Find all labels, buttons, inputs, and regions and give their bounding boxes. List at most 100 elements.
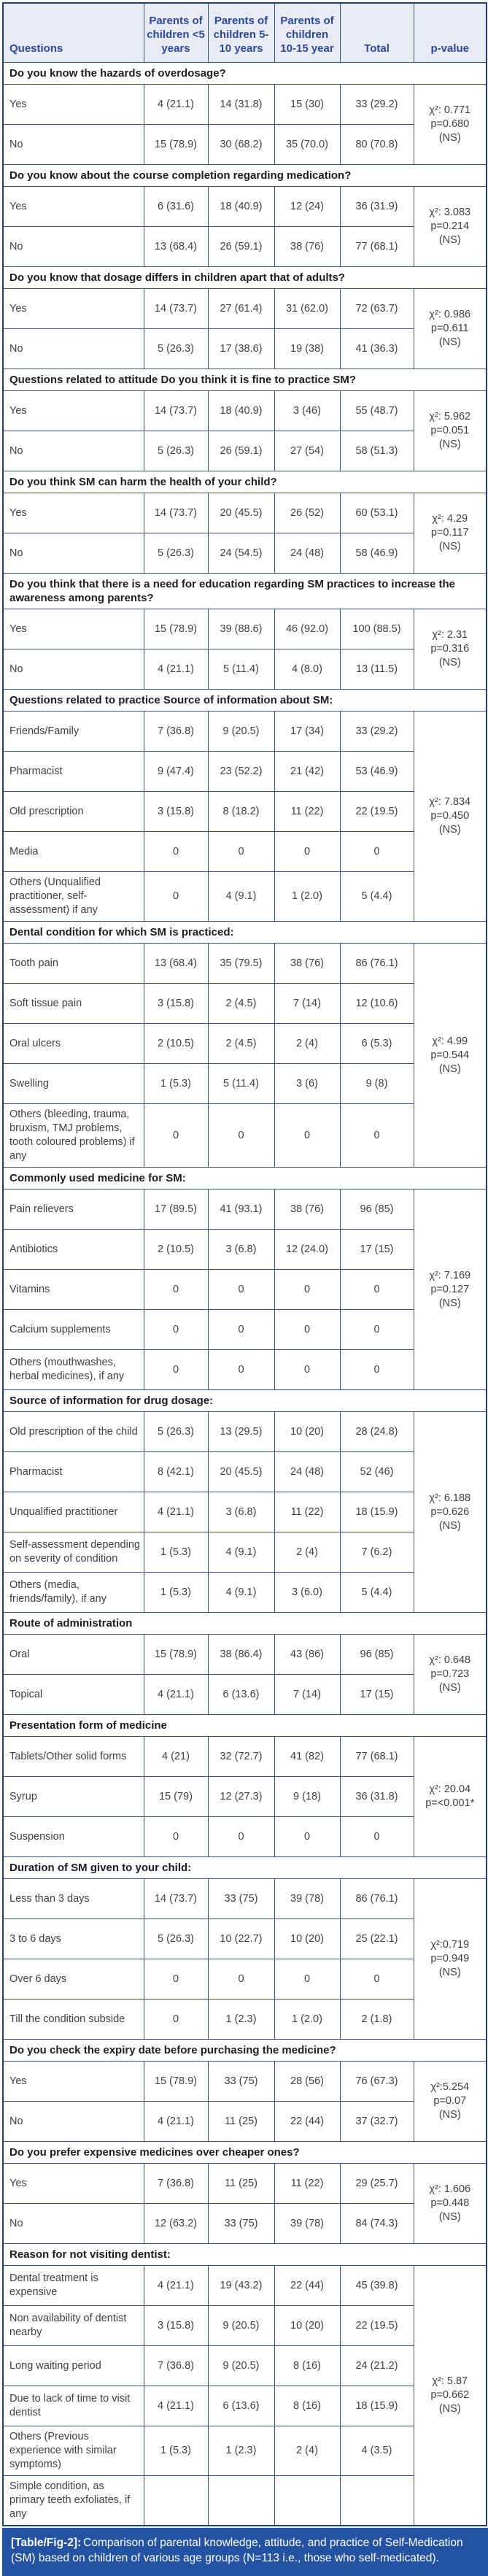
p-value-line: χ²: 0.771 [429, 104, 471, 116]
p-value-line: p=0.544 [430, 1049, 470, 1061]
value-cell: 7 (36.8) [143, 711, 209, 752]
value-cell: 13 (11.5) [339, 649, 414, 690]
section-header: Questions related to practice Source of … [2, 689, 487, 712]
value-cell: 4 (21.1) [143, 1492, 209, 1532]
p-value-line: (NS) [438, 1063, 461, 1075]
p-value-line: χ²:0.719 [430, 1939, 470, 1951]
column-header-under5: Parents of children <5 years [143, 2, 209, 63]
value-cell: 24 (48) [274, 533, 341, 574]
value-cell: 1 (5.3) [143, 1063, 209, 1104]
value-cell: 52 (46) [339, 1451, 414, 1492]
value-cell: 4 (21.1) [143, 649, 209, 690]
p-value-cell: χ²: 7.834 p=0.450 (NS) [413, 711, 487, 922]
p-value-line: p=0.051 [430, 425, 470, 436]
value-cell: 17 (15) [339, 1674, 414, 1715]
value-cell: 86 (76.1) [339, 943, 414, 984]
value-cell: 17 (15) [339, 1229, 414, 1270]
value-cell: 5 (26.3) [143, 431, 209, 471]
p-value-line: (NS) [438, 1967, 461, 1978]
value-cell: 2 (4.5) [207, 1023, 275, 1064]
value-cell: 22 (19.5) [339, 791, 414, 832]
value-cell: 0 [207, 1816, 275, 1857]
row-label: Oral ulcers [2, 1023, 144, 1064]
value-cell: 76 (67.3) [339, 2061, 414, 2102]
section-header: Reason for not visiting dentist: [2, 2243, 487, 2266]
value-cell: 7 (6.2) [339, 1532, 414, 1573]
value-cell: 12 (24.0) [274, 1229, 341, 1270]
row-label: Pain relievers [2, 1189, 144, 1230]
p-value-line: (NS) [438, 1682, 461, 1694]
value-cell: 5 (26.3) [143, 1918, 209, 1959]
value-cell: 1 (2.0) [274, 1999, 341, 2040]
row-label: Media [2, 831, 144, 872]
value-cell: 43 (86) [274, 1634, 341, 1675]
value-cell: 14 (73.7) [143, 493, 209, 533]
table-row: Yes 15 (78.9) 33 (75) 28 (56) 76 (67.3) χ²:5.… [2, 2061, 487, 2142]
value-cell: 19 (38) [274, 328, 341, 369]
section-header: Do you think SM can harm the health of y… [2, 471, 487, 493]
value-cell: 8 (16) [274, 2345, 341, 2386]
table-row: Pain relievers 17 (89.5) 41 (93.1) 38 (76) 9… [2, 1189, 487, 1390]
p-value-line: p=0.680 [430, 118, 470, 130]
section-header: Source of information for drug dosage: [2, 1389, 487, 1412]
value-cell: 6 (13.6) [207, 1674, 275, 1715]
value-cell: 3 (15.8) [143, 983, 209, 1024]
value-cell: 0 [339, 1269, 414, 1310]
value-cell: 15 (78.9) [143, 2061, 209, 2102]
table-row: Yes 14 (73.7) 27 (61.4) 31 (62.0) 72 (63.7) χ… [2, 288, 487, 369]
p-value-line: (NS) [438, 132, 461, 144]
row-label: Suspension [2, 1816, 144, 1857]
value-cell: 41 (93.1) [207, 1189, 275, 1230]
value-cell: 4 (21) [143, 1736, 209, 1777]
value-cell: 12 (10.6) [339, 983, 414, 1024]
table-header: Questions Parents of children <5 years P… [2, 2, 487, 63]
value-cell: 38 (76) [274, 1189, 341, 1230]
value-cell: 60 (53.1) [339, 493, 414, 533]
value-cell: 7 (36.8) [143, 2163, 209, 2204]
p-value-line: p=0.214 [430, 220, 470, 232]
value-cell: 28 (56) [274, 2061, 341, 2102]
table-row: Unqualified practitioner 4 (21.1) 3 (6.8) 1… [2, 1492, 487, 1532]
value-cell: 35 (70.0) [274, 124, 341, 165]
p-value-cell: χ²: 4.99 p=0.544 (NS) [413, 943, 487, 1168]
p-value-line: p=0.117 [430, 527, 469, 539]
p-value-line: p=0.662 [430, 2389, 470, 2401]
row-label: Due to lack of time to visit dentist [2, 2386, 144, 2426]
p-value-line: (NS) [438, 541, 461, 552]
row-label: No [2, 2203, 144, 2244]
p-value-cell: χ²:5.254 p=0.07 (NS) [413, 2061, 487, 2142]
section-header: Dental condition for which SM is practic… [2, 921, 487, 944]
row-label: Vitamins [2, 1269, 144, 1310]
value-cell: 30 (68.2) [207, 124, 275, 165]
value-cell: 0 [207, 1269, 275, 1310]
value-cell: 0 [339, 831, 414, 872]
value-cell: 9 (8) [339, 1063, 414, 1104]
value-cell: 0 [207, 831, 275, 872]
value-cell: 0 [143, 1816, 209, 1857]
value-cell: 22 (44) [274, 2101, 341, 2142]
column-header-10to15: Parents of children 10-15 year [274, 2, 341, 63]
row-label: Swelling [2, 1063, 144, 1104]
row-label: No [2, 431, 144, 471]
p-value-line: χ²: 0.986 [429, 309, 471, 320]
p-value-cell: χ²: 20.04 p=<0.001* [413, 1736, 487, 1857]
table-row: No 15 (78.9) 30 (68.2) 35 (70.0) 80 (70.8) [2, 124, 487, 165]
value-cell: 38 (76) [274, 943, 341, 984]
value-cell: 28 (24.8) [339, 1411, 414, 1452]
value-cell: 100 (88.5) [339, 609, 414, 649]
table-row: No 13 (68.4) 26 (59.1) 38 (76) 77 (68.1) [2, 226, 487, 267]
value-cell: 17 (89.5) [143, 1189, 209, 1230]
table-row: Yes 14 (73.7) 20 (45.5) 26 (52) 60 (53.1) χ²:… [2, 493, 487, 574]
value-cell: 33 (29.2) [339, 84, 414, 125]
p-value-line: χ²: 7.169 [429, 1269, 471, 1281]
p-value-line: p=0.316 [430, 643, 470, 655]
table-row: Others (bleeding, trauma, bruxism, TMJ p… [2, 1103, 487, 1168]
table-row: Others (Unqualified practitioner, self-a… [2, 871, 487, 922]
row-label: No [2, 226, 144, 267]
value-cell: 15 (30) [274, 84, 341, 125]
value-cell: 0 [274, 1309, 341, 1350]
value-cell: 1 (2.3) [207, 2426, 275, 2476]
value-cell: 27 (54) [274, 431, 341, 471]
row-label: Soft tissue pain [2, 983, 144, 1024]
